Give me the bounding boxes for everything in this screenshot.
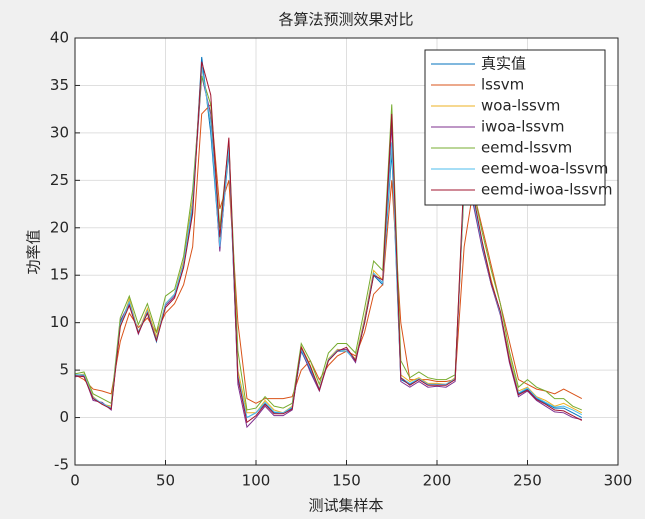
x-tick-label: 200 — [423, 472, 452, 490]
legend-label: eemd-iwoa-lssvm — [481, 181, 613, 199]
series-line — [74, 61, 583, 424]
y-tick-label: 40 — [50, 29, 69, 47]
x-tick-label: 300 — [604, 472, 633, 490]
legend-label: lssvm — [481, 76, 524, 94]
x-tick-label: 100 — [242, 472, 271, 490]
x-tick-label: 0 — [70, 472, 80, 490]
y-tick-label: 35 — [50, 76, 69, 94]
y-axis-label: 功率值 — [25, 229, 43, 274]
y-tick-label: 15 — [50, 266, 69, 284]
x-tick-label: 150 — [332, 472, 361, 490]
legend-label: woa-lssvm — [481, 97, 560, 115]
y-tick-label: 30 — [50, 123, 69, 141]
legend-label: iwoa-lssvm — [481, 118, 565, 136]
legend: 真实值 lssvm woa-lssvm iwoa-lssvm eemd-lssvm eem… — [424, 49, 613, 206]
x-axis-label: 测试集样本 — [308, 497, 383, 515]
chart-title: 各算法预测效果对比 — [278, 11, 413, 29]
y-tick-label: 25 — [50, 171, 69, 189]
legend-label: eemd-lssvm — [481, 139, 572, 157]
y-tick-label: 10 — [50, 313, 69, 331]
series-line — [74, 75, 582, 411]
y-tick-label: 5 — [59, 361, 69, 379]
plot-frame — [74, 37, 619, 466]
y-tick-label: -5 — [54, 456, 69, 474]
x-tick-label: 250 — [513, 472, 542, 490]
x-tick-label: 50 — [156, 472, 175, 490]
y-tick-label: 20 — [50, 218, 69, 236]
legend-label: 真实值 — [481, 55, 526, 73]
y-tick-label: 0 — [59, 408, 69, 426]
legend-label: eemd-woa-lssvm — [481, 160, 608, 178]
